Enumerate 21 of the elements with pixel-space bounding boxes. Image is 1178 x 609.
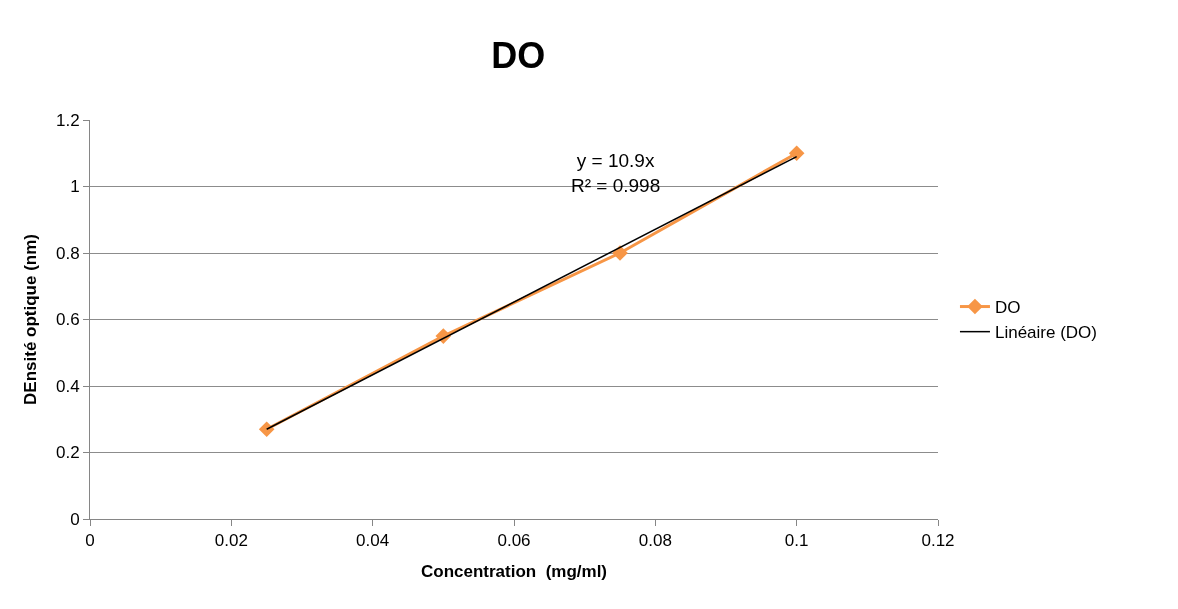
y-tick-label: 0.4 xyxy=(55,376,80,396)
x-tick-label: 0 xyxy=(85,531,95,551)
y-tick-label: 0 xyxy=(70,509,80,529)
x-axis-title: Concentration (mg/ml) xyxy=(420,561,608,581)
y-tick-label: 0.2 xyxy=(55,443,80,463)
y-tick-label: 1 xyxy=(70,177,80,197)
legend-label: DO xyxy=(994,298,1021,318)
y-tick-label: 1.2 xyxy=(55,110,80,130)
x-tick-label: 0.04 xyxy=(356,531,390,551)
chart-title: DO xyxy=(491,34,546,76)
x-tick-label: 0.02 xyxy=(214,531,248,551)
y-tick-label: 0.6 xyxy=(55,310,80,330)
x-tick-label: 0.12 xyxy=(921,531,955,551)
x-tick-label: 0.1 xyxy=(784,531,809,551)
y-tick-label: 0.8 xyxy=(55,243,80,263)
point xyxy=(788,145,805,162)
x-tick-label: 0.08 xyxy=(638,531,672,551)
y-axis-title: DEnsité optique (nm) xyxy=(20,234,40,405)
annotation: y = 10.9x R² = 0.998 xyxy=(571,150,661,196)
legend-label: Linéaire (DO) xyxy=(994,323,1098,343)
x-tick-label: 0.06 xyxy=(497,531,531,551)
